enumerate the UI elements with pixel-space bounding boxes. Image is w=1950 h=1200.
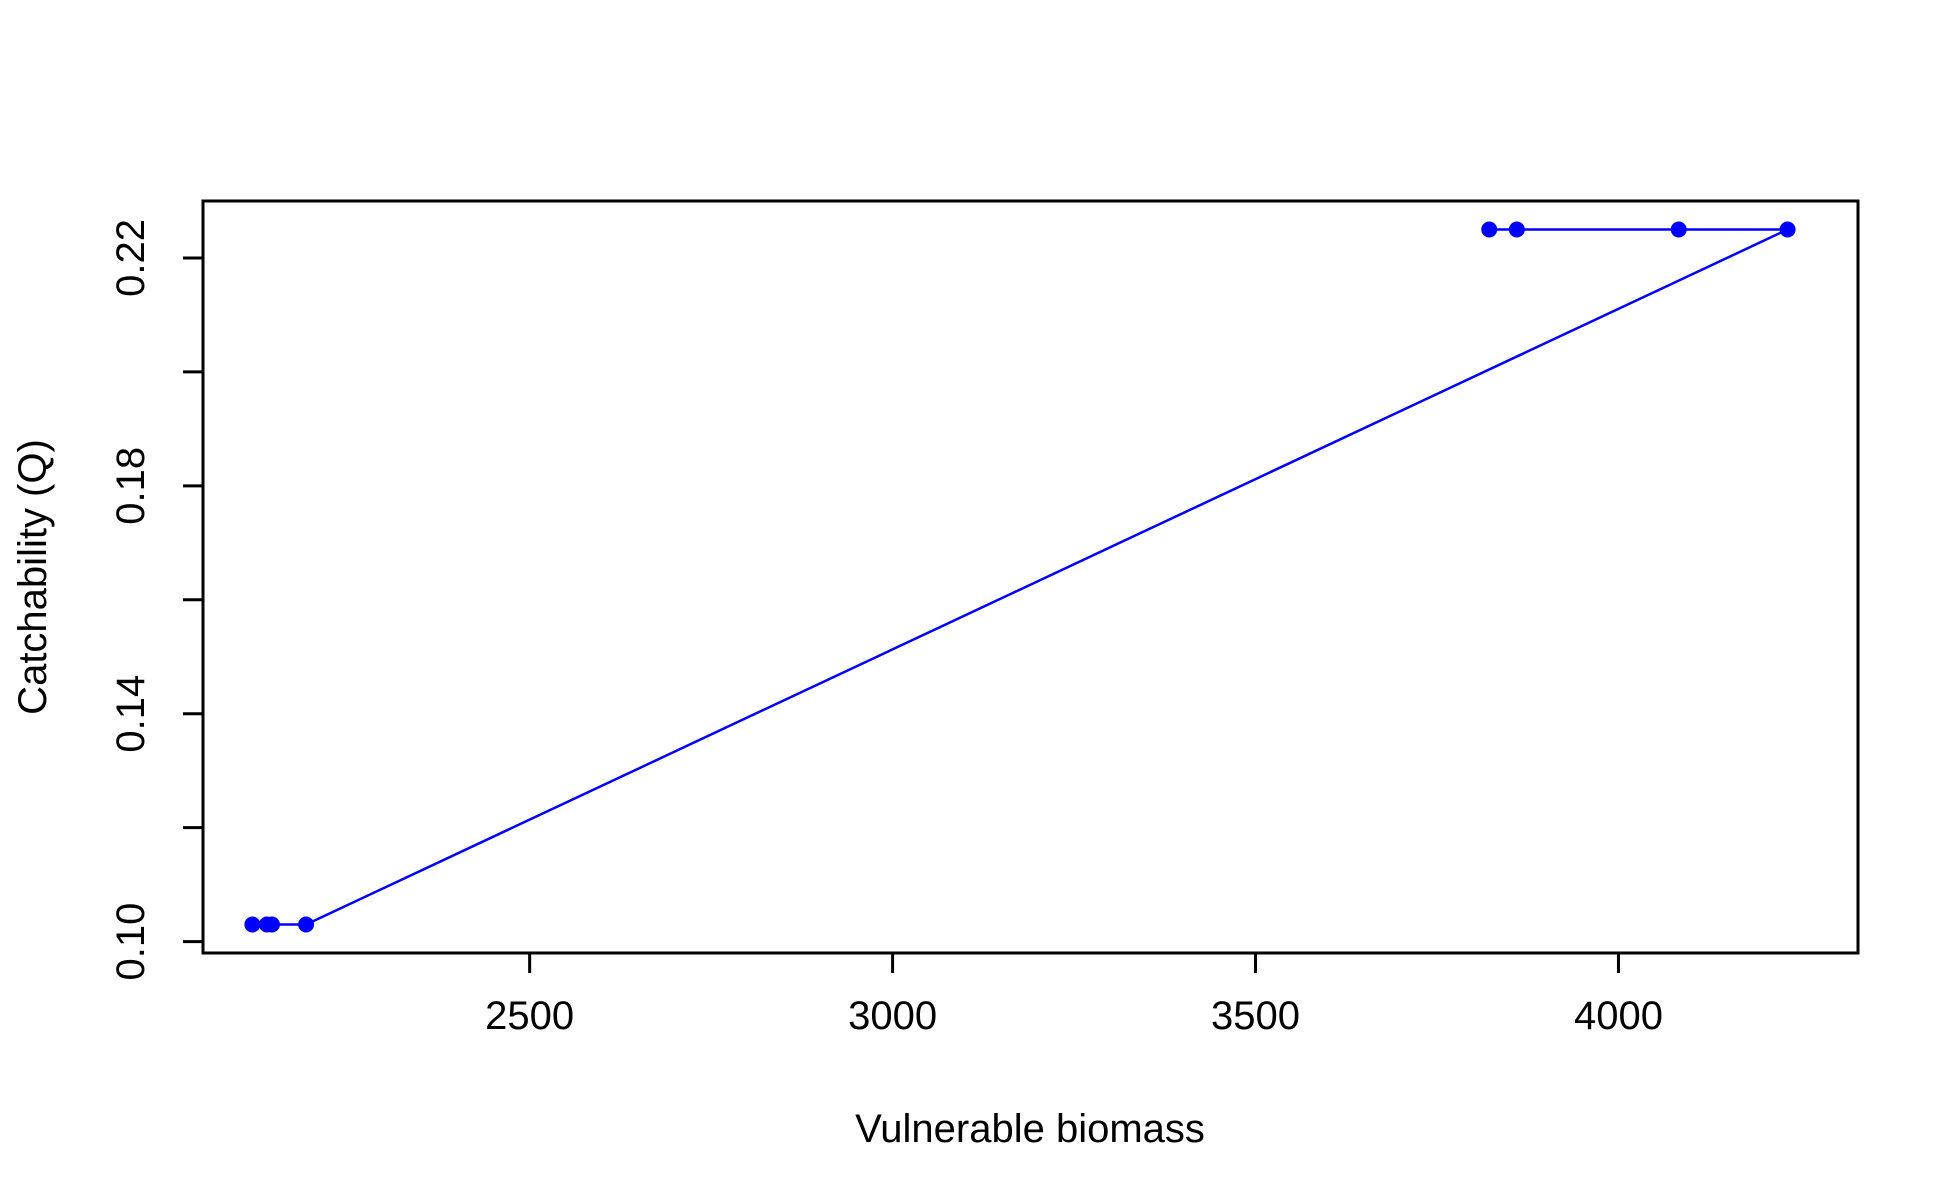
x-tick-label: 3000 [848,994,937,1038]
data-point [1779,221,1796,238]
data-point [298,916,315,933]
data-point [1670,221,1687,238]
data-point [1508,221,1525,238]
y-tick-label: 0.22 [109,219,153,297]
x-tick-label: 3500 [1211,994,1300,1038]
data-point [258,916,275,933]
data-point [244,916,261,933]
series-line [252,228,1789,926]
x-tick-label: 2500 [485,994,574,1038]
y-tick-label: 0.10 [109,903,153,981]
data-point [1481,221,1498,238]
x-tick-label: 4000 [1574,994,1663,1038]
x-axis-title: Vulnerable biomass [855,1107,1205,1151]
y-axis-title: Catchability (Q) [11,439,55,715]
y-axis: 0.10 0.14 0.18 0.22 [109,219,205,981]
y-tick-label: 0.18 [109,447,153,525]
x-axis: 2500 3000 3500 4000 [485,951,1663,1038]
series-layer [244,221,1796,933]
y-tick-label: 0.14 [109,675,153,753]
